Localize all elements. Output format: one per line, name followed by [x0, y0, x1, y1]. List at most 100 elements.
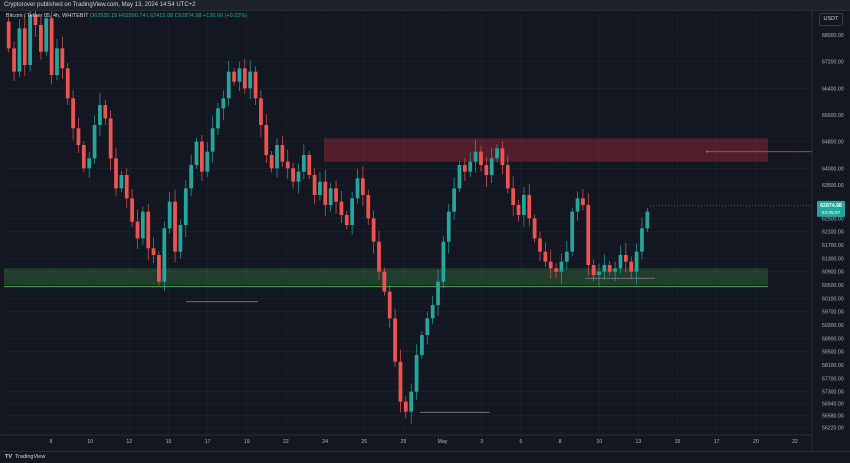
candle-body: [264, 125, 269, 155]
candle-body: [167, 201, 172, 229]
candle-body: [591, 265, 596, 275]
candle-body: [312, 175, 317, 195]
candle-body: [597, 271, 601, 275]
time-tick-label: 8: [50, 439, 53, 445]
candle-body: [307, 155, 312, 175]
candle-body: [361, 178, 365, 195]
candle-body: [355, 178, 360, 199]
time-tick-label: 22: [792, 439, 798, 445]
candle-body: [87, 158, 92, 169]
candle-body: [98, 105, 102, 125]
brand-name: TradingView: [15, 454, 46, 460]
price-tick-label: 61700.00: [822, 243, 844, 249]
symbol-name: Bitcoin / Tether 05, 4h, WHITEBIT: [6, 13, 89, 19]
candle-body: [527, 195, 532, 219]
candle-body: [350, 198, 355, 225]
candle-body: [205, 151, 210, 172]
candle-body: [275, 145, 279, 169]
candle-body: [484, 165, 489, 175]
time-tick-label: 19: [244, 439, 250, 445]
time-tick-label: 15: [166, 439, 172, 445]
candle-body: [194, 141, 199, 165]
price-tick-label: 61300.00: [822, 256, 844, 262]
candle-body: [296, 171, 301, 182]
time-tick-label: 6: [519, 439, 522, 445]
candle-body: [33, 15, 38, 25]
candle-body: [92, 125, 97, 159]
candle-body: [103, 105, 108, 119]
price-tick-label: 60900.00: [822, 270, 844, 276]
candle-body: [140, 211, 145, 239]
price-tick-label: 60500.00: [822, 283, 844, 289]
ohlc-values: O62935.19 H62890.74 L62415.08 C62874.98 …: [89, 13, 248, 19]
candle-body: [462, 165, 467, 172]
candle-body: [495, 148, 499, 159]
currency-button[interactable]: USDT: [819, 13, 843, 26]
time-tick-label: 3: [480, 439, 483, 445]
candle-body: [237, 68, 242, 82]
candle-body: [645, 211, 650, 229]
candle-body: [409, 391, 414, 412]
candle-body: [441, 241, 446, 282]
candle-body: [436, 281, 440, 305]
candle-body: [414, 355, 419, 392]
candle-body: [291, 168, 295, 182]
candle-body: [71, 98, 75, 129]
candle-body: [532, 218, 537, 239]
time-tick-label: 24: [322, 439, 328, 445]
candle-body: [119, 175, 124, 189]
candle-body: [339, 201, 344, 215]
candle-body: [76, 128, 81, 145]
candle-body: [559, 261, 564, 272]
candle-body: [554, 268, 558, 272]
price-axis: 68000.00 67200.00 66400.00 65600.00 64800.00…: [811, 11, 850, 451]
candle-body: [12, 48, 16, 72]
price-tick-label: 56220.00: [822, 426, 844, 432]
candle-body: [130, 198, 134, 222]
candle-body: [226, 71, 231, 99]
price-tick-label: 58500.00: [822, 350, 844, 356]
price-tick-label: 66400.00: [822, 86, 844, 92]
price-tick-label: 56940.00: [822, 402, 844, 408]
symbol-legend: Bitcoin / Tether 05, 4h, WHITEBIT O62935…: [6, 13, 247, 19]
candle-body: [178, 225, 183, 252]
time-tick-label: 12: [126, 439, 132, 445]
countdown-label: 03:05:07: [822, 210, 841, 216]
price-axis-bg: [812, 11, 850, 451]
tradingview-logo: TV: [5, 454, 13, 460]
candle-body: [81, 145, 86, 169]
candle-body: [114, 158, 118, 189]
candle-body: [575, 198, 580, 212]
candle-body: [366, 195, 371, 219]
price-tick-label: 64800.00: [822, 140, 844, 146]
time-tick-label: May: [438, 439, 448, 445]
candle-body: [280, 145, 285, 162]
resistance-zone: [324, 138, 768, 162]
candle-body: [157, 255, 161, 282]
candle-body: [505, 165, 510, 189]
price-tick-label: 64000.00: [822, 166, 844, 172]
candle-body: [618, 255, 623, 269]
price-chart[interactable]: 68000.00 67200.00 66400.00 65600.00 64800.00…: [0, 11, 850, 451]
price-tick-label: 65600.00: [822, 113, 844, 119]
candle-body: [634, 251, 639, 272]
time-tick-label: 17: [205, 439, 211, 445]
publish-header: Cryptorover published on TradingView.com…: [0, 0, 850, 11]
candle-body: [151, 248, 156, 255]
candle-body: [489, 158, 494, 175]
time-tick-label: 22: [283, 439, 289, 445]
footer-bar: TV TradingView: [0, 451, 850, 462]
price-tick-label: 57700.00: [822, 376, 844, 382]
candle-body: [259, 98, 263, 125]
candle-body: [613, 268, 617, 272]
candle-body: [522, 195, 526, 215]
candle-body: [403, 401, 408, 412]
time-tick-label: 13: [635, 439, 641, 445]
price-tick-label: 67200.00: [822, 60, 844, 66]
candle-body: [420, 335, 424, 355]
candle-body: [511, 188, 516, 205]
candle-body: [124, 175, 129, 199]
candles: [6, 11, 650, 424]
price-tick-label: 60100.00: [822, 296, 844, 302]
candle-body: [135, 221, 140, 239]
